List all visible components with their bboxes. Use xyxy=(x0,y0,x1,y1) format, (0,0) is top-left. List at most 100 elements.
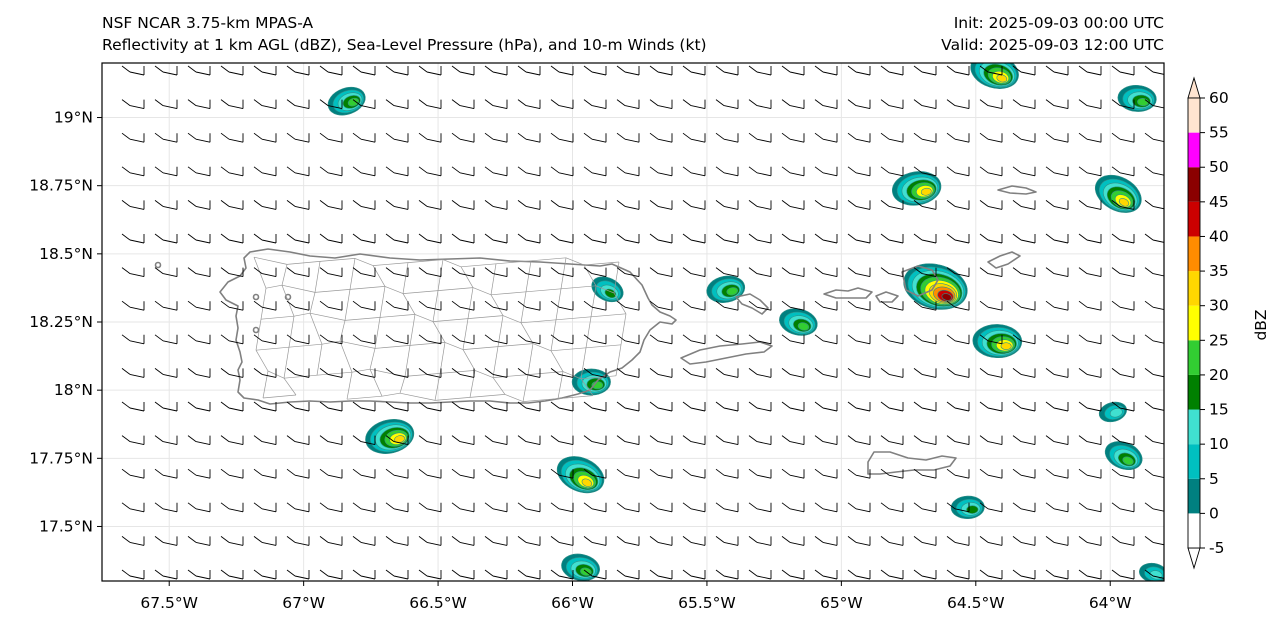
wind-barb xyxy=(880,502,904,513)
wind-barb xyxy=(1045,334,1069,345)
municipal-boundary xyxy=(404,373,441,377)
lon-tick-label: 65.5°W xyxy=(678,594,736,612)
municipal-boundary xyxy=(522,374,529,402)
municipal-boundary xyxy=(460,263,497,268)
wind-barb xyxy=(484,233,508,244)
wind-barb xyxy=(1012,300,1036,311)
wind-barb xyxy=(418,233,442,244)
wind-barb xyxy=(880,166,904,177)
reflectivity-cell xyxy=(779,308,818,336)
longitude-axis: 67.5°W 67°W 66.5°W 66°W 65.5°W 65°W 64.5°W 64°W xyxy=(140,581,1132,612)
wind-barb xyxy=(286,468,310,479)
wind-barb xyxy=(1012,65,1036,76)
wind-barb xyxy=(1111,132,1135,143)
wind-barb xyxy=(814,435,838,446)
wind-barb xyxy=(319,300,343,311)
wind-barb xyxy=(847,502,871,513)
municipal-boundary xyxy=(321,340,341,345)
wind-barb xyxy=(550,132,574,143)
wind-barb xyxy=(253,233,277,244)
wind-barb xyxy=(913,99,937,110)
wind-barb xyxy=(583,435,607,446)
wind-barb xyxy=(484,132,508,143)
wind-barb xyxy=(1045,368,1069,378)
wind-barb xyxy=(1045,401,1069,412)
wind-barb xyxy=(946,435,970,446)
wind-barb xyxy=(748,569,772,580)
field-description: Reflectivity at 1 km AGL (dBZ), Sea-Leve… xyxy=(102,36,707,54)
municipal-boundary xyxy=(490,263,497,295)
municipal-boundary xyxy=(585,344,622,349)
municipal-boundary xyxy=(532,343,552,352)
wind-barb xyxy=(1111,368,1135,378)
wind-barb xyxy=(550,468,574,479)
wind-barb xyxy=(781,502,805,513)
wind-barb xyxy=(1078,468,1102,479)
municipal-boundary xyxy=(462,349,476,371)
wind-barb xyxy=(748,267,772,278)
wind-barb xyxy=(847,368,871,378)
colorbar-segment xyxy=(1188,236,1200,272)
municipal-boundary xyxy=(293,312,311,317)
wind-barb xyxy=(220,233,244,244)
st-croix-coastline xyxy=(867,451,957,475)
wind-barb xyxy=(913,502,937,513)
wind-barb xyxy=(1078,536,1102,546)
wind-barb xyxy=(913,468,937,479)
municipal-boundary xyxy=(565,257,585,266)
municipal-boundary xyxy=(444,342,464,350)
reflectivity-cell xyxy=(892,171,942,206)
municipal-boundary xyxy=(497,343,534,347)
wind-barb xyxy=(220,334,244,345)
wind-barb xyxy=(484,334,508,345)
wind-barb xyxy=(451,132,475,143)
municipal-boundary xyxy=(492,346,499,378)
wind-barb xyxy=(880,334,904,345)
municipal-boundary xyxy=(520,322,534,344)
wind-barb xyxy=(286,435,310,446)
municipal-boundary xyxy=(260,315,295,320)
wind-barb xyxy=(913,435,937,446)
municipal-boundary xyxy=(613,261,620,294)
wind-barb xyxy=(517,401,541,412)
wind-barb xyxy=(748,401,772,412)
wind-barb xyxy=(1045,166,1069,177)
municipal-boundary xyxy=(354,258,374,266)
wind-barb xyxy=(418,368,442,378)
wind-barb xyxy=(979,569,1003,580)
virgin-gorda-coastline xyxy=(987,251,1021,269)
wind-barb xyxy=(319,65,343,76)
municipal-boundary xyxy=(374,345,411,349)
wind-barb xyxy=(220,468,244,479)
wind-barb xyxy=(451,233,475,244)
wind-barb xyxy=(418,300,442,311)
municipal-boundary xyxy=(550,350,564,372)
colorbar-segment xyxy=(1188,444,1200,479)
wind-barb xyxy=(484,99,508,110)
wind-barb xyxy=(253,468,277,479)
wind-barb xyxy=(715,435,739,446)
wind-barb xyxy=(187,435,211,446)
wind-barb xyxy=(979,401,1003,412)
municipal-boundary xyxy=(399,392,436,401)
wind-barb xyxy=(319,334,343,345)
st-john-coastline xyxy=(875,291,899,303)
wind-barb xyxy=(517,300,541,311)
wind-barb xyxy=(1144,65,1164,75)
colorbar-tick-label: 30 xyxy=(1209,297,1229,315)
wind-barb xyxy=(154,502,178,513)
wind-barb xyxy=(121,166,145,177)
wind-barb xyxy=(847,435,871,446)
wind-barb xyxy=(121,233,145,244)
wind-barb xyxy=(550,166,574,177)
wind-barb xyxy=(286,267,310,278)
lat-tick-label: 17.75°N xyxy=(29,449,93,467)
wind-barb xyxy=(1111,166,1135,177)
wind-barb xyxy=(847,267,871,278)
wind-barb xyxy=(946,99,970,110)
wind-barb xyxy=(1111,569,1135,580)
wind-barb xyxy=(550,65,574,76)
wind-barb xyxy=(451,166,475,177)
wind-barb xyxy=(550,267,574,278)
wind-barb xyxy=(814,166,838,177)
